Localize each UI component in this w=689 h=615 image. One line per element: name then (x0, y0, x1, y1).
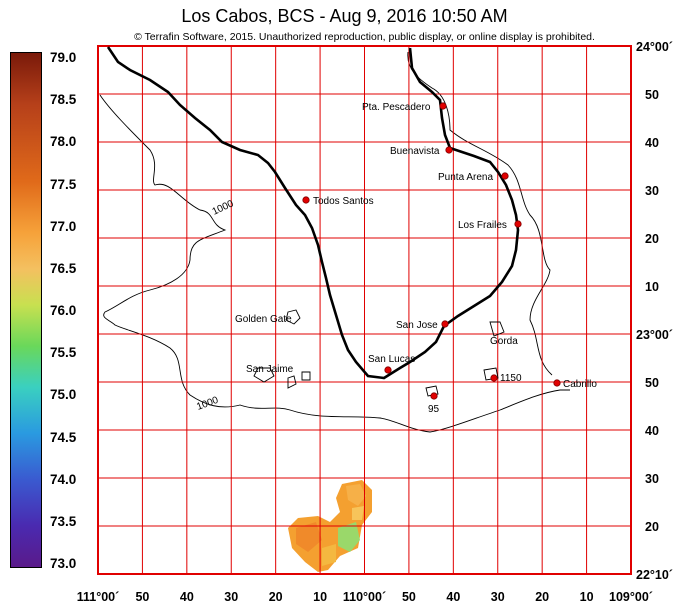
longitude-tick-label: 40 (446, 590, 460, 604)
latitude-tick-label: 30 (645, 472, 659, 486)
bank-95-label: 95 (428, 404, 440, 415)
map-frame (97, 45, 632, 575)
marker-bank-1150 (490, 374, 498, 382)
scale-tick-label: 75.0 (50, 387, 77, 403)
latitude-tick-label: 40 (645, 136, 659, 150)
lat-lon-grid (98, 46, 631, 574)
scale-tick-label: 79.0 (50, 50, 77, 65)
latitude-tick-label: 10 (645, 280, 659, 294)
golden-gate-label: Golden Gate (235, 314, 292, 325)
scale-tick-label: 76.5 (50, 260, 77, 276)
scale-tick-label: 77.5 (50, 176, 77, 192)
scale-tick-label: 76.0 (50, 303, 77, 318)
depth-contour-line (99, 94, 570, 433)
marker-san-jose (441, 320, 449, 328)
place-label: Punta Arena (438, 172, 493, 183)
copyright-notice: © Terrafin Software, 2015. Unauthorized … (134, 31, 595, 43)
longitude-tick-label: 50 (402, 590, 416, 604)
longitude-tick-label: 50 (135, 590, 149, 604)
latitude-tick-label: 22°10´ (636, 568, 673, 582)
latitude-tick-label: 50 (645, 88, 659, 102)
marker-pta-pescadero (439, 102, 447, 110)
coastline (106, 46, 520, 380)
gorda-label: Gorda (490, 336, 518, 347)
bank-1150-label: 1150 (500, 373, 522, 384)
map-title: Los Cabos, BCS - Aug 9, 2016 10:50 AM (181, 6, 508, 26)
longitude-axis: 111°00´ 50 40 30 20 10 110°00´ 50 40 30 20 10 109°00… (77, 590, 653, 604)
longitude-tick-label: 110°00´ (343, 590, 386, 604)
place-label: San Lucas (368, 354, 415, 365)
latitude-tick-label: 20 (645, 520, 659, 534)
temperature-color-scale (10, 52, 42, 568)
marker-los-frailes (514, 220, 522, 228)
longitude-tick-label: 109°00´ (609, 590, 653, 604)
place-label: Los Frailes (458, 220, 507, 231)
marker-bank-95 (430, 392, 438, 400)
latitude-axis: 24°00´ 50 40 30 20 10 23°00´ 50 40 30 20 22°10´ (636, 40, 673, 582)
depth-contour-line-east (407, 51, 553, 376)
marker-punta-arena (501, 172, 509, 180)
longitude-tick-label: 30 (224, 590, 238, 604)
scale-tick-label: 73.5 (50, 513, 77, 529)
longitude-tick-label: 111°00´ (77, 590, 120, 604)
scale-tick-label: 78.5 (50, 92, 77, 108)
scale-tick-label: 78.0 (50, 134, 77, 150)
longitude-tick-label: 20 (269, 590, 283, 604)
marker-todos-santos (302, 196, 310, 204)
scale-tick-label: 74.0 (50, 471, 77, 487)
place-label: San Jose (396, 320, 438, 331)
town-markers (302, 102, 561, 400)
islands (253, 309, 505, 397)
scale-tick-label: 77.0 (50, 218, 77, 234)
scale-tick-label: 74.5 (50, 429, 77, 445)
place-label: Pta. Pescadero (362, 102, 431, 113)
san-jaime-label: San Jaime (246, 364, 294, 375)
latitude-tick-label: 24°00´ (636, 40, 673, 54)
latitude-tick-label: 23°00´ (636, 328, 673, 342)
contour-1000-label: 1000 (211, 198, 236, 218)
place-label: Todos Santos (313, 196, 374, 207)
latitude-tick-label: 40 (645, 424, 659, 438)
scale-tick-label: 75.5 (50, 345, 77, 361)
longitude-tick-label: 10 (580, 590, 594, 604)
longitude-tick-label: 30 (491, 590, 505, 604)
contour-1000-label-south: 1000 (195, 395, 220, 413)
marker-buenavista (445, 146, 453, 154)
longitude-tick-label: 20 (535, 590, 549, 604)
place-label: Buenavista (390, 146, 440, 157)
scale-tick-label: 73.0 (50, 556, 77, 571)
latitude-tick-label: 20 (645, 232, 659, 246)
marker-san-lucas (384, 366, 392, 374)
marker-cabrillo (553, 379, 561, 387)
longitude-tick-label: 40 (180, 590, 194, 604)
longitude-tick-label: 10 (313, 590, 327, 604)
latitude-tick-label: 30 (645, 184, 659, 198)
latitude-tick-label: 50 (645, 376, 659, 390)
place-label: Cabrillo (563, 379, 597, 390)
